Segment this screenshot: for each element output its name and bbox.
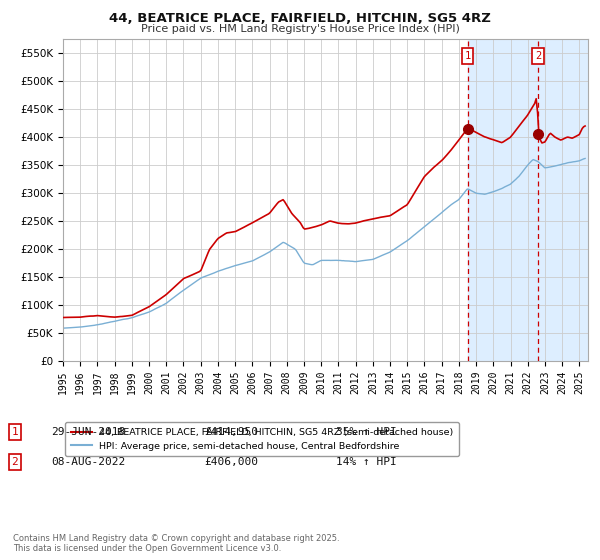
Text: 1: 1 (464, 51, 470, 61)
Text: 14% ↑ HPI: 14% ↑ HPI (336, 457, 397, 467)
Bar (467, 39, 588, 361)
Text: £406,000: £406,000 (204, 457, 258, 467)
Text: Price paid vs. HM Land Registry's House Price Index (HPI): Price paid vs. HM Land Registry's House … (140, 24, 460, 34)
Text: 44, BEATRICE PLACE, FAIRFIELD, HITCHIN, SG5 4RZ: 44, BEATRICE PLACE, FAIRFIELD, HITCHIN, … (109, 12, 491, 25)
Text: 08-AUG-2022: 08-AUG-2022 (51, 457, 125, 467)
Text: 2: 2 (11, 457, 19, 467)
Legend: 44, BEATRICE PLACE, FAIRFIELD, HITCHIN, SG5 4RZ (semi-detached house), HPI: Aver: 44, BEATRICE PLACE, FAIRFIELD, HITCHIN, … (65, 422, 459, 456)
Text: 2: 2 (535, 51, 541, 61)
Text: 35% ↑ HPI: 35% ↑ HPI (336, 427, 397, 437)
Text: £414,950: £414,950 (204, 427, 258, 437)
Text: 1: 1 (11, 427, 19, 437)
Text: Contains HM Land Registry data © Crown copyright and database right 2025.
This d: Contains HM Land Registry data © Crown c… (13, 534, 340, 553)
Text: 29-JUN-2018: 29-JUN-2018 (51, 427, 125, 437)
